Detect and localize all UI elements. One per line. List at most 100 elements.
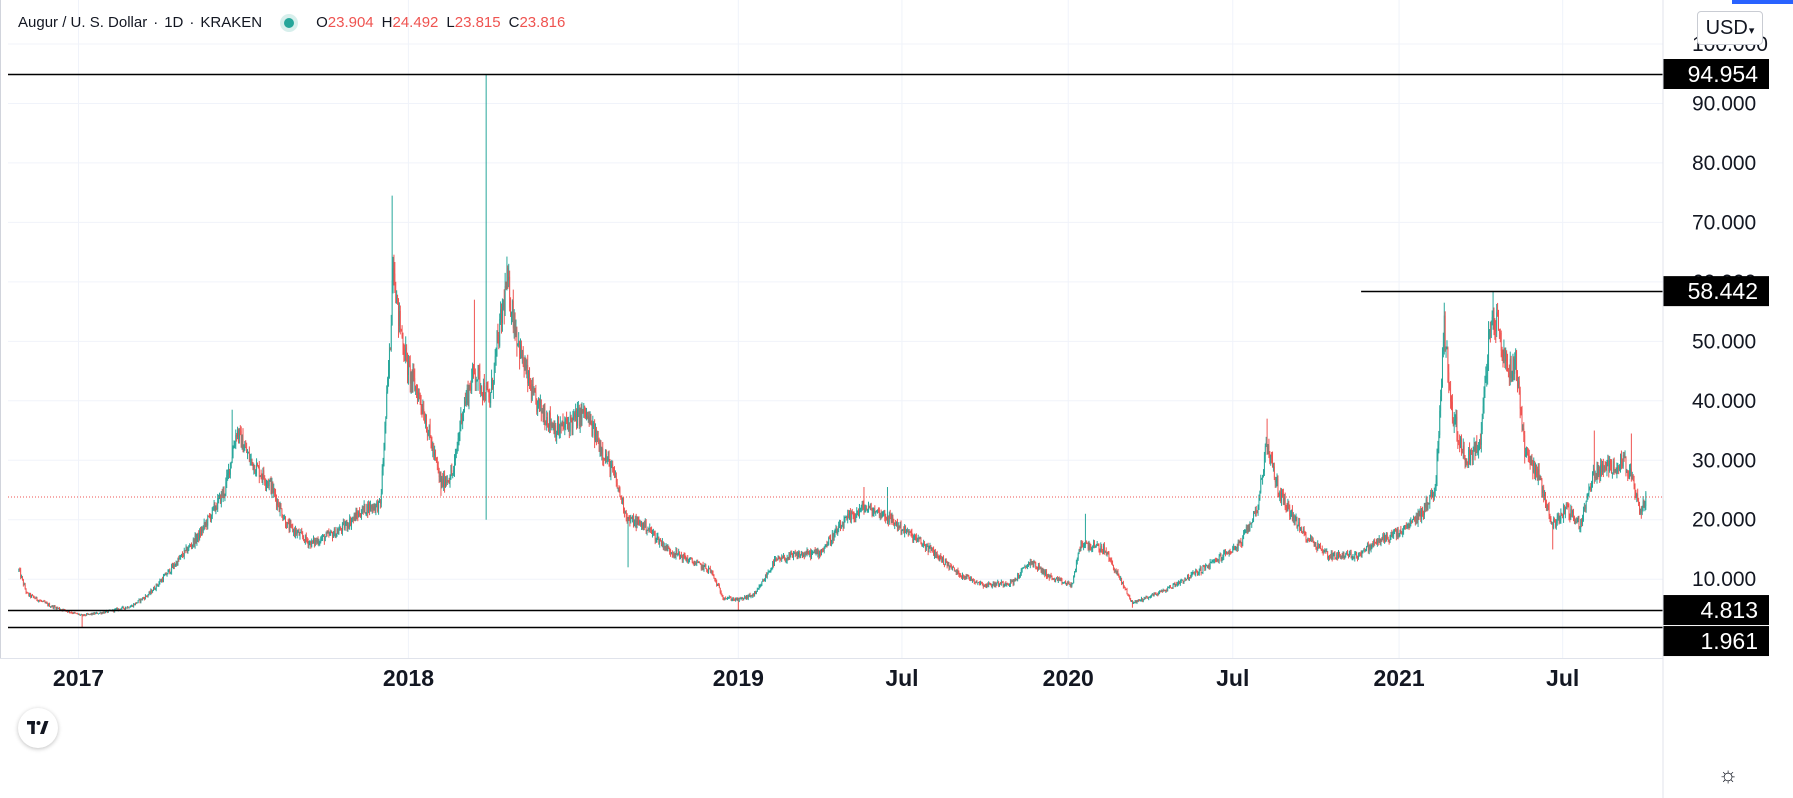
tradingview-logo-icon[interactable]	[18, 708, 58, 748]
candle-body	[242, 435, 244, 453]
candle-body	[1216, 559, 1217, 562]
candle-body	[274, 489, 276, 494]
price-axis[interactable]: 10.00020.00030.00040.00050.00060.00070.0…	[1692, 33, 1768, 591]
candle-body	[301, 531, 303, 534]
candle-body	[1539, 476, 1541, 480]
time-tick-label: Jul	[885, 665, 918, 691]
currency-button[interactable]: USD ▾	[1697, 11, 1763, 45]
candle-body	[1075, 569, 1076, 572]
candle-body	[1067, 581, 1069, 584]
candle-body	[991, 585, 993, 587]
candle-body	[35, 597, 37, 599]
symbol-title[interactable]: Augur / U. S. Dollar	[18, 14, 148, 31]
candle-body	[607, 456, 609, 461]
candle-body	[1421, 508, 1423, 520]
candle-body	[278, 506, 280, 512]
candle-body	[1385, 535, 1386, 539]
candle-body	[430, 435, 432, 443]
candle-body	[431, 442, 433, 451]
time-axis[interactable]: 2017 2018 2019 Jul 2020 Jul 2021 Jul	[53, 665, 1579, 691]
candle-body	[460, 413, 462, 429]
settings-icon[interactable]: ☼	[1718, 762, 1739, 787]
candle-body	[1110, 559, 1112, 561]
candle-body	[325, 532, 327, 538]
candle-body	[159, 580, 161, 583]
candle-body	[1625, 456, 1627, 472]
candle-body	[71, 612, 73, 614]
candle-body	[624, 511, 626, 514]
candle-body	[329, 533, 331, 536]
candle-body	[870, 504, 872, 511]
candle-body	[784, 559, 786, 562]
candle-body	[822, 550, 824, 552]
candle-body	[314, 540, 316, 545]
candle-body	[32, 595, 34, 597]
candle-body	[1077, 553, 1079, 560]
candle-body	[763, 580, 765, 582]
candle-body	[940, 555, 942, 559]
exchange-label[interactable]: KRAKEN	[200, 14, 263, 31]
candle-body	[50, 606, 51, 608]
candle-body	[962, 574, 963, 578]
candle-body	[560, 424, 562, 426]
candle-body	[351, 518, 353, 521]
candle-body	[809, 550, 811, 555]
candle-body	[396, 295, 398, 304]
level-label-box	[1663, 626, 1769, 657]
candle-body	[1525, 454, 1527, 457]
candle-body	[1441, 386, 1442, 397]
candle-body	[636, 520, 638, 528]
candle-body	[554, 425, 556, 435]
candle-body	[972, 579, 974, 581]
candle-body	[904, 526, 906, 534]
candle-body	[1209, 561, 1211, 568]
candle-body	[1202, 565, 1204, 573]
candle-body	[1381, 538, 1383, 540]
candle-body	[265, 482, 267, 486]
candle-body	[633, 523, 635, 526]
candle-body	[1424, 503, 1426, 508]
candle-body	[1482, 406, 1484, 419]
candle-body	[1307, 539, 1309, 541]
candle-body	[1006, 583, 1008, 585]
level-label-box	[1663, 59, 1769, 90]
candle-body	[503, 300, 505, 312]
candle-body	[271, 482, 273, 493]
candle-body	[1023, 567, 1025, 569]
candle-body	[160, 580, 162, 582]
candle-body	[247, 452, 248, 454]
candle-body	[990, 583, 991, 585]
candle-body	[57, 607, 59, 609]
symbol-legend[interactable]: Augur / U. S. Dollar · 1D · KRAKEN O 23.9…	[18, 14, 565, 31]
candle-body	[803, 554, 805, 556]
candle-body	[645, 520, 647, 532]
candle-body	[1166, 590, 1168, 592]
candle-body	[946, 561, 948, 566]
candle-body	[173, 564, 174, 568]
candle-body	[1320, 548, 1322, 550]
candle-body	[589, 417, 591, 424]
candle-body	[1429, 495, 1431, 504]
candle-body	[788, 553, 790, 560]
candle-body	[644, 520, 646, 528]
interval-label[interactable]: 1D	[164, 14, 184, 31]
candle-body	[284, 517, 285, 519]
candle-body	[1326, 551, 1328, 553]
candle-body	[1193, 572, 1195, 574]
candle-body	[136, 602, 138, 604]
candle-body	[541, 411, 543, 413]
candle-body	[223, 490, 225, 496]
candle-body	[1002, 582, 1004, 586]
candle-body	[68, 610, 69, 613]
candle-body	[426, 421, 427, 433]
candle-body	[641, 522, 643, 527]
candle-body	[1150, 596, 1151, 598]
candle-body	[1613, 461, 1615, 472]
candle-body	[498, 335, 500, 346]
candle-body	[320, 538, 322, 543]
candle-body	[196, 538, 198, 542]
candle-body	[736, 597, 737, 601]
candle-body	[797, 554, 799, 559]
candle-body	[787, 558, 789, 560]
